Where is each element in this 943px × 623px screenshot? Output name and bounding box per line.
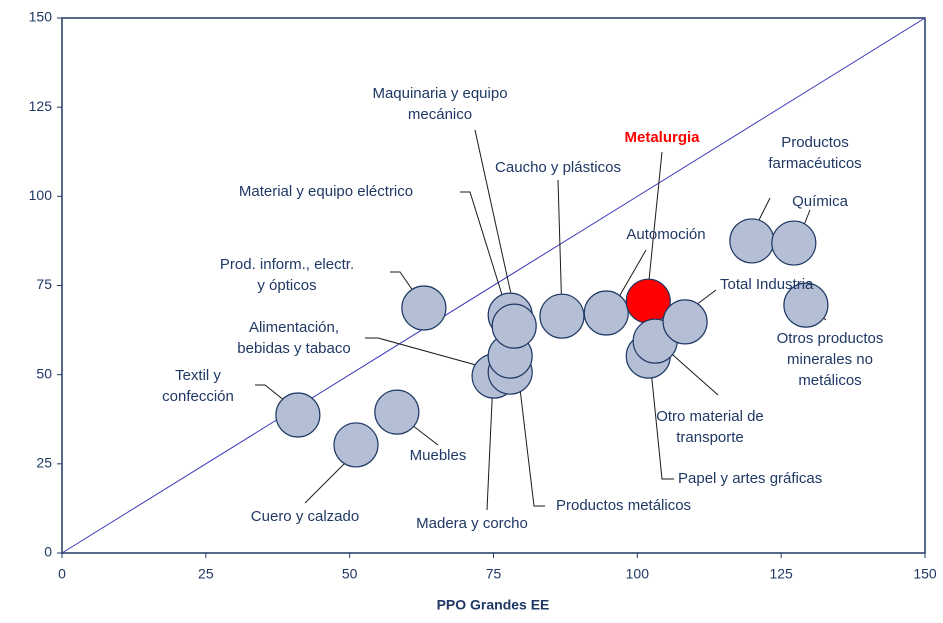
bubble [729,218,775,264]
point-label: Textil y confección [162,367,234,405]
leader-line [365,337,506,374]
diagonal-line [61,17,926,554]
y-tick-label: 150 [29,9,53,25]
point-label: Productos metálicos [556,497,691,514]
bubble [539,293,585,339]
leader-line [557,179,563,317]
leader-line [647,151,663,291]
point-label: Madera y corcho [416,515,528,532]
bubble [771,220,817,266]
leader-line [664,347,719,396]
x-tick-label: 150 [913,566,937,582]
point-label: Caucho y plásticos [495,159,621,176]
leader-line [649,359,674,480]
x-tick-label: 75 [486,566,502,582]
point-label: Material y equipo eléctrico [239,183,413,200]
y-tick-label: 25 [36,455,52,471]
x-tick-label: 0 [58,566,66,582]
bubble [401,285,447,331]
point-label: Papel y artes gráficas [678,470,822,487]
point-label: Cuero y calzado [251,508,359,525]
point-label: Automoción [626,226,705,243]
y-tick-label: 125 [29,98,53,114]
y-tick-label: 0 [44,544,52,560]
bubble [333,422,379,468]
point-label: Química [792,193,849,210]
point-label: Prod. inform., electr. y ópticos [220,256,354,294]
x-tick-label: 50 [342,566,358,582]
leader-line [460,191,509,315]
leader-line [304,457,351,504]
bubble [374,389,420,435]
bubble [662,299,708,345]
point-label: Otros productos minerales no metálicos [777,330,884,389]
leader-line [517,371,545,507]
point-label: Otro material de transporte [656,408,764,446]
bubble [783,282,829,328]
point-label: Muebles [410,447,467,464]
y-tick-label: 75 [36,276,52,292]
point-label: Maquinaria y equipo mecánico [372,85,507,123]
point-label: Productos farmacéuticos [768,134,861,172]
point-label: Total Industria [720,276,814,293]
x-tick-label: 125 [769,566,793,582]
leader-line [255,384,291,406]
bubble [491,303,537,349]
point-label: Metalurgia [624,129,700,146]
x-tick-label: 100 [626,566,650,582]
x-tick-label: 25 [198,566,214,582]
x-axis-label: PPO Grandes EE [437,597,550,613]
bubble [583,290,629,336]
leader-line [486,379,494,511]
point-label: Alimentación, bebidas y tabaco [237,319,350,357]
bubble [275,392,321,438]
y-tick-label: 100 [29,187,53,203]
y-tick-label: 50 [36,365,52,381]
